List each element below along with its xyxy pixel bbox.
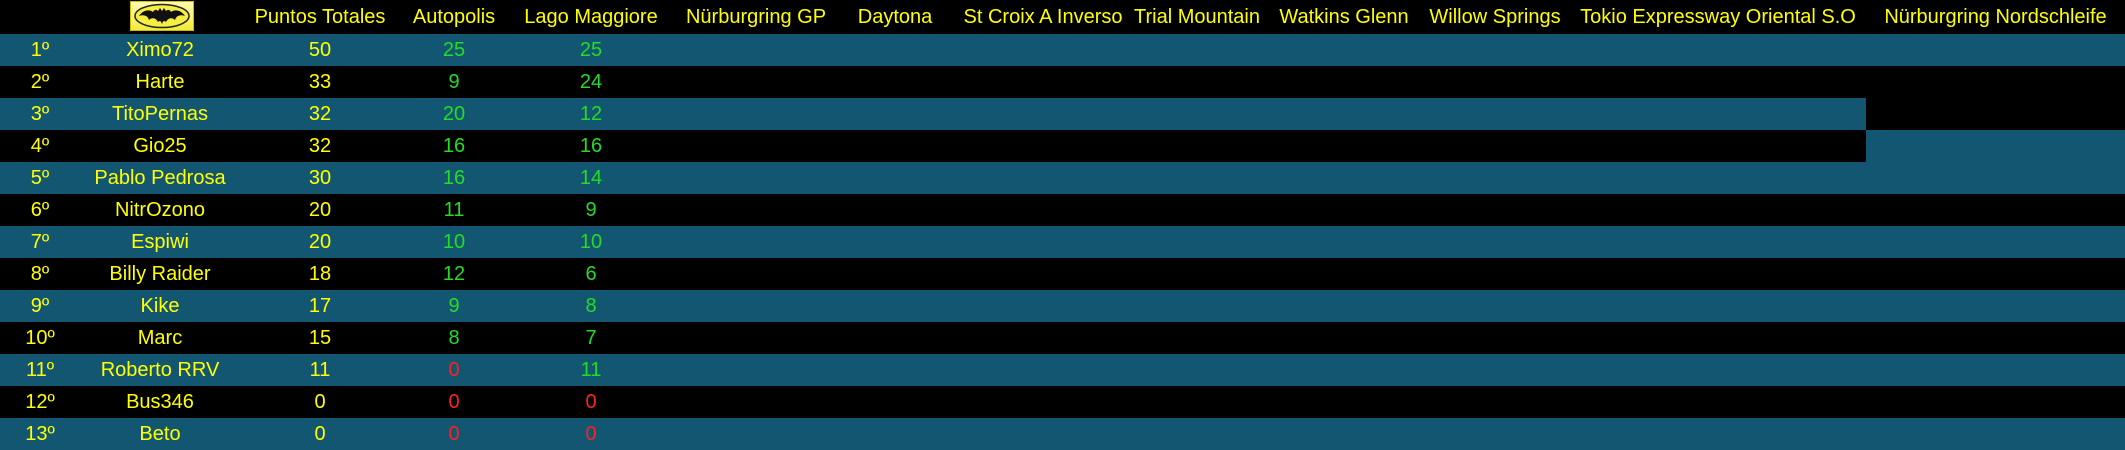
total-points-cell: 20 <box>308 199 332 221</box>
driver-name-cell: Roberto RRV <box>100 359 220 381</box>
table-row: 2º Harte 33 9 24 <box>0 66 2120 98</box>
col-header-race-10: Nürburgring Nordschleife <box>1884 6 2107 28</box>
table-row: 4º Gio25 32 16 16 <box>0 130 1866 162</box>
col-header-race-9: Tokio Expressway Oriental S.O <box>1580 6 1856 28</box>
driver-name-cell: Harte <box>135 71 185 93</box>
position-cell: 9º <box>30 295 50 317</box>
total-points-cell: 15 <box>308 327 332 349</box>
col-header-total: Puntos Totales <box>254 6 386 28</box>
race-1-points-cell: 0 <box>448 391 460 413</box>
race-2-points-cell: 7 <box>585 327 597 349</box>
race-1-points-cell: 9 <box>448 71 460 93</box>
driver-name-cell: Kike <box>140 295 180 317</box>
race-1-points-cell: 8 <box>448 327 460 349</box>
total-points-cell: 20 <box>308 231 332 253</box>
race-1-points-cell: 11 <box>443 199 465 221</box>
driver-name-cell: Ximo72 <box>126 39 194 61</box>
table-row: 5º Pablo Pedrosa 30 16 14 <box>0 162 1866 194</box>
race-2-points-cell: 8 <box>585 295 597 317</box>
driver-name-cell: NitrOzono <box>114 199 206 221</box>
header-row: Puntos Totales Autopolis Lago Maggiore N… <box>0 0 2125 34</box>
total-points-cell: 0 <box>314 391 326 413</box>
col-header-race-1: Autopolis <box>412 6 496 28</box>
race-2-points-cell: 24 <box>579 71 603 93</box>
table-row: 12º Bus346 0 0 0 <box>0 386 2125 418</box>
table-row: 6º NitrOzono 20 11 9 <box>0 194 2125 226</box>
bat-logo-icon <box>130 1 194 31</box>
race-2-points-cell: 9 <box>585 199 597 221</box>
position-cell: 8º <box>30 263 50 285</box>
empty-cell-region <box>1866 162 2125 194</box>
race-2-points-cell: 12 <box>579 103 603 125</box>
driver-name-cell: Beto <box>139 423 181 445</box>
total-points-cell: 18 <box>308 263 332 285</box>
table-row: 1º Ximo72 50 25 25 <box>0 34 2125 66</box>
position-cell: 10º <box>25 327 55 349</box>
col-header-race-2: Lago Maggiore <box>524 6 658 28</box>
race-1-points-cell: 16 <box>442 135 466 157</box>
driver-name-cell: TitoPernas <box>112 103 208 125</box>
col-header-race-5: St Croix A Inverso <box>963 6 1123 28</box>
col-header-race-7: Watkins Glenn <box>1279 6 1409 28</box>
race-2-points-cell: 14 <box>579 167 603 189</box>
position-cell: 7º <box>30 231 50 253</box>
race-2-points-cell: 11 <box>580 359 602 381</box>
position-cell: 1º <box>30 39 50 61</box>
driver-name-cell: Gio25 <box>133 135 187 157</box>
race-1-points-cell: 0 <box>448 359 460 381</box>
race-2-points-cell: 6 <box>585 263 597 285</box>
table-row: 9º Kike 17 9 8 <box>0 290 2125 322</box>
position-cell: 4º <box>30 135 50 157</box>
race-1-points-cell: 0 <box>448 423 460 445</box>
total-points-cell: 33 <box>308 71 332 93</box>
race-1-points-cell: 20 <box>442 103 466 125</box>
position-cell: 6º <box>30 199 50 221</box>
total-points-cell: 32 <box>308 103 332 125</box>
position-cell: 2º <box>30 71 50 93</box>
race-2-points-cell: 0 <box>585 423 597 445</box>
driver-name-cell: Marc <box>137 327 183 349</box>
race-2-points-cell: 16 <box>579 135 603 157</box>
col-header-race-8: Willow Springs <box>1429 6 1561 28</box>
position-cell: 11º <box>25 359 55 381</box>
total-points-cell: 11 <box>309 359 331 381</box>
total-points-cell: 32 <box>308 135 332 157</box>
race-2-points-cell: 10 <box>579 231 603 253</box>
table-row: 11º Roberto RRV 11 0 11 <box>0 354 2125 386</box>
position-cell: 3º <box>30 103 50 125</box>
col-header-race-6: Trial Mountain <box>1134 6 1260 28</box>
table-row: 13º Beto 0 0 0 <box>0 418 2125 450</box>
table-row: 8º Billy Raider 18 12 6 <box>0 258 2125 290</box>
empty-cell-region <box>1866 130 2125 162</box>
driver-name-cell: Espiwi <box>131 231 189 253</box>
total-points-cell: 50 <box>308 39 332 61</box>
col-header-race-3: Nürburgring GP <box>685 6 827 28</box>
total-points-cell: 30 <box>308 167 332 189</box>
driver-name-cell: Bus346 <box>126 391 194 413</box>
race-1-points-cell: 12 <box>442 263 466 285</box>
race-1-points-cell: 9 <box>448 295 460 317</box>
driver-name-cell: Pablo Pedrosa <box>94 167 226 189</box>
total-points-cell: 17 <box>308 295 332 317</box>
race-2-points-cell: 0 <box>585 391 597 413</box>
race-2-points-cell: 25 <box>579 39 603 61</box>
col-header-race-4: Daytona <box>857 6 933 28</box>
total-points-cell: 0 <box>314 423 326 445</box>
table-row: 10º Marc 15 8 7 <box>0 322 2120 354</box>
position-cell: 12º <box>25 391 55 413</box>
table-row: 7º Espiwi 20 10 10 <box>0 226 2125 258</box>
race-1-points-cell: 10 <box>442 231 466 253</box>
table-row: 3º TitoPernas 32 20 12 <box>0 98 1866 130</box>
position-cell: 13º <box>25 423 55 445</box>
empty-cell-region <box>1866 98 2125 130</box>
driver-name-cell: Billy Raider <box>109 263 211 285</box>
race-1-points-cell: 25 <box>442 39 466 61</box>
position-cell: 5º <box>30 167 50 189</box>
race-1-points-cell: 16 <box>442 167 466 189</box>
